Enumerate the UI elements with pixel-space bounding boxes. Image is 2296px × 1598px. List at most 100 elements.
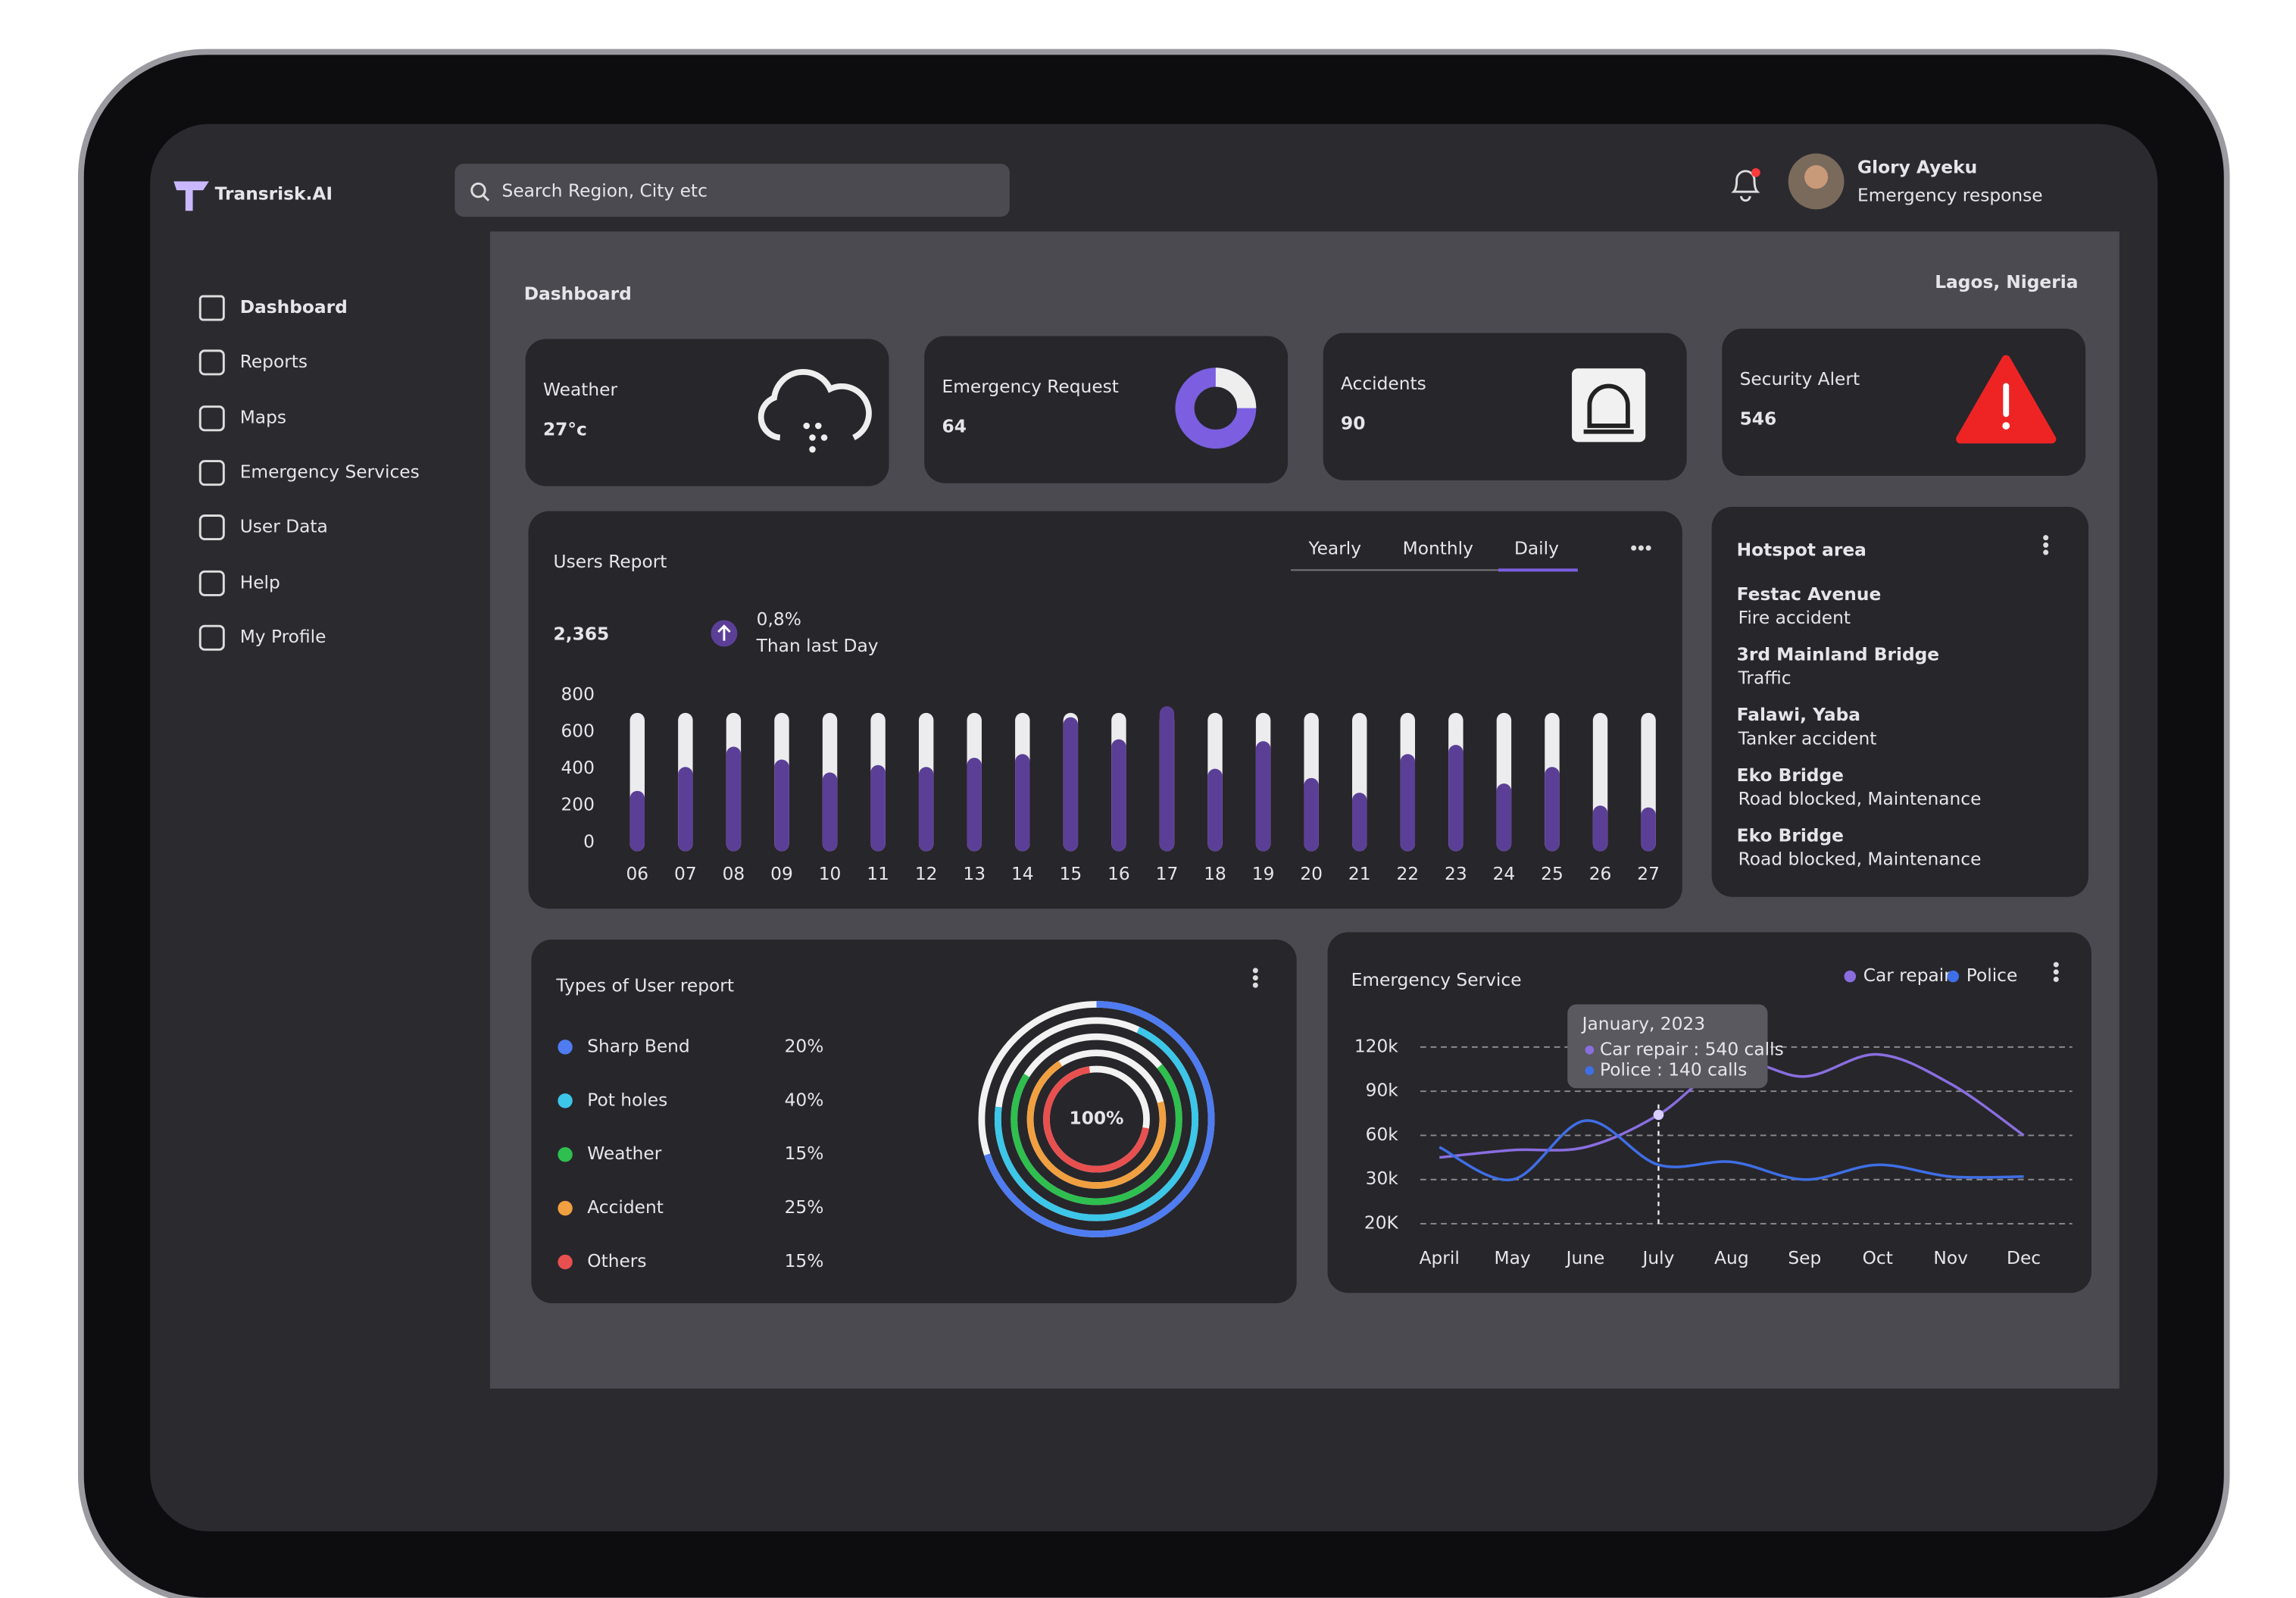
card [924, 336, 1289, 483]
tooltip [1567, 1004, 1768, 1089]
x-tick-label: Oct [1863, 1248, 1893, 1268]
hotspot-name[interactable]: 3rd Mainland Bridge [1737, 645, 1939, 665]
tooltip-dot [1585, 1066, 1595, 1075]
x-tick-label: 09 [770, 864, 793, 884]
alert-icon [2002, 422, 2010, 430]
legend-value: 20% [785, 1036, 824, 1056]
legend-value: 40% [785, 1090, 824, 1110]
x-tick-label: 26 [1589, 864, 1612, 884]
nav-icon [198, 460, 225, 486]
y-tick-label: 90k [1366, 1080, 1399, 1101]
ring [978, 1001, 1215, 1238]
nav-item[interactable]: Emergency Services [240, 462, 420, 483]
tab[interactable]: Monthly [1403, 539, 1473, 559]
card [531, 940, 1297, 1303]
stat-label: Accidents [1341, 374, 1426, 394]
x-tick-label: 13 [963, 864, 986, 884]
search-icon [470, 182, 486, 199]
card [1327, 932, 2091, 1293]
weather-icon [820, 434, 828, 441]
line-series [1439, 1119, 2024, 1181]
more-menu[interactable] [2053, 977, 2059, 983]
stat-label: Security Alert [1740, 369, 1860, 389]
more-menu[interactable] [1631, 545, 1637, 551]
more-menu[interactable] [2043, 549, 2049, 555]
hotspot-detail: Road blocked, Maintenance [1738, 849, 1982, 870]
nav-item[interactable]: Dashboard [240, 297, 348, 317]
hotspot-name[interactable]: Eko Bridge [1737, 826, 1844, 846]
search-box[interactable] [455, 164, 1010, 217]
x-tick-label: May [1495, 1248, 1531, 1268]
trend-icon [717, 624, 731, 641]
x-tick-label: 16 [1107, 864, 1130, 884]
hotspot-name[interactable]: Eko Bridge [1737, 765, 1844, 786]
nav-item[interactable]: Maps [240, 408, 286, 428]
more-menu[interactable] [1638, 545, 1644, 551]
nav-item[interactable]: Reports [240, 352, 308, 372]
nav-icon [198, 570, 225, 596]
search-icon [482, 193, 490, 202]
logo: Transrisk.AI [215, 183, 333, 204]
more-menu[interactable] [2053, 969, 2059, 975]
ring [1043, 1065, 1150, 1173]
weather-icon [803, 422, 811, 430]
bar [1496, 783, 1512, 852]
tooltip-line: Police : 140 calls [1600, 1059, 1747, 1080]
stat-label: Weather [543, 380, 618, 400]
bar [678, 767, 693, 852]
more-menu[interactable] [2043, 542, 2049, 548]
card [1711, 506, 2089, 897]
hotspot-name[interactable]: Festac Avenue [1737, 584, 1882, 605]
more-menu[interactable] [1645, 545, 1651, 551]
request-icon [1215, 367, 1257, 409]
nav-item[interactable]: User Data [240, 517, 328, 537]
more-menu[interactable] [2053, 962, 2059, 968]
change-note: Than last Day [756, 636, 879, 656]
stat-value: 27°c [543, 419, 587, 439]
tooltip-dot [1585, 1045, 1595, 1055]
weather-icon [815, 422, 822, 430]
tab[interactable]: Yearly [1307, 539, 1361, 559]
y-tick-label: 400 [561, 758, 594, 778]
center-label: 100% [1070, 1109, 1124, 1129]
y-tick-label: 60k [1366, 1124, 1399, 1145]
more-menu[interactable] [2043, 535, 2049, 541]
nav-icon [198, 349, 225, 376]
weather-icon [758, 369, 872, 441]
logo-icon [173, 181, 209, 211]
x-tick-label: 27 [1637, 864, 1660, 884]
x-tick-label: 22 [1396, 864, 1419, 884]
x-tick-label: June [1565, 1248, 1605, 1268]
x-tick-label: 15 [1060, 864, 1082, 884]
x-tick-label: 11 [867, 864, 889, 884]
hover-dot [1653, 1109, 1664, 1121]
bar [1255, 741, 1271, 852]
tab[interactable]: Daily [1514, 539, 1559, 559]
x-tick-label: 25 [1541, 864, 1563, 884]
x-tick-label: 10 [819, 864, 842, 884]
more-menu[interactable] [1252, 975, 1258, 981]
nav-icon [198, 514, 225, 541]
stat-value: 90 [1341, 414, 1365, 434]
card [528, 511, 1682, 909]
bell-icon[interactable] [1731, 170, 1760, 202]
card-title: Emergency Service [1351, 970, 1522, 990]
legend-name: Police [1966, 965, 2018, 986]
more-menu[interactable] [1252, 982, 1258, 988]
weather-icon [809, 446, 816, 453]
nav-item[interactable]: Help [240, 572, 280, 593]
x-tick-label: Nov [1933, 1248, 1968, 1268]
more-menu[interactable] [1252, 968, 1258, 974]
legend-value: 25% [785, 1197, 824, 1218]
legend-name: Pot holes [587, 1090, 667, 1110]
y-tick-label: 800 [561, 684, 594, 705]
card-title: Types of User report [555, 976, 734, 996]
search-placeholder: Search Region, City etc [502, 181, 708, 202]
nav-item[interactable]: My Profile [240, 627, 326, 647]
y-tick-label: 120k [1354, 1036, 1398, 1056]
legend-name: Sharp Bend [587, 1036, 689, 1056]
hotspot-name[interactable]: Falawi, Yaba [1737, 705, 1860, 725]
bar [1545, 767, 1560, 852]
x-tick-label: 23 [1445, 864, 1467, 884]
y-tick-label: 0 [583, 831, 595, 852]
